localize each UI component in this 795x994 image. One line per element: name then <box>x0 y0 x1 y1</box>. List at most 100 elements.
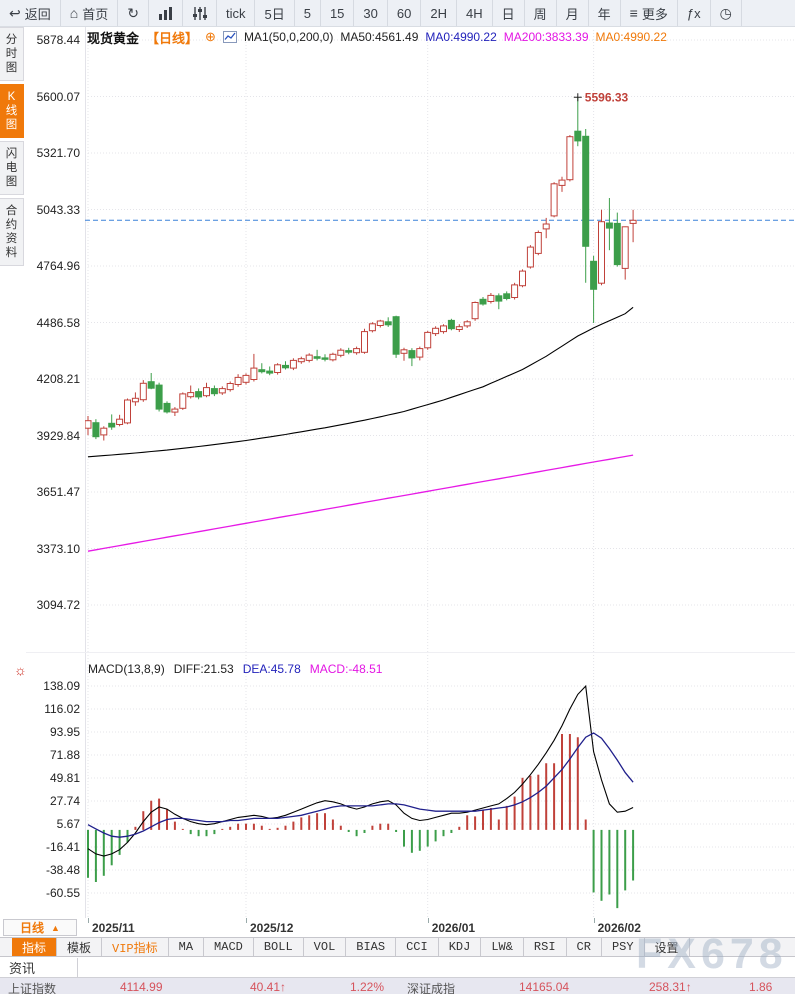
panel-separator <box>26 652 795 653</box>
ticker-1-price: 4114.99 <box>120 980 163 994</box>
y-tick-label: -38.48 <box>45 863 80 877</box>
x-tick <box>593 918 595 923</box>
indicator-tab-3[interactable]: VIP指标 <box>102 938 169 956</box>
ticker-1-change: 40.41↑ <box>250 980 287 994</box>
interval-day-button[interactable]: 日 <box>493 0 525 26</box>
y-tick-label: 5321.70 <box>36 146 80 160</box>
y-tick-label: 3373.10 <box>36 541 80 556</box>
ticker-2-name: 深证成指 <box>407 982 456 994</box>
x-axis-label: 2025/11 <box>92 921 135 935</box>
indicator-tab-13[interactable]: CR <box>567 938 602 956</box>
y-tick-label: 27.74 <box>49 794 80 808</box>
interval-15-button[interactable]: 15 <box>321 0 355 26</box>
x-tick <box>427 918 429 923</box>
back-icon: ↩ <box>9 5 21 21</box>
interval-month-button[interactable]: 月 <box>557 0 589 26</box>
home-icon: ⌂ <box>69 5 79 21</box>
candlestick-icon <box>222 31 237 43</box>
y-tick-label: 5600.07 <box>36 89 80 104</box>
sidebar-item-time-chart[interactable]: 分时图 <box>0 27 24 81</box>
interval-week-button-label: 周 <box>533 6 547 22</box>
interval-5d-button[interactable]: 5日 <box>255 0 295 26</box>
indicator-tab-12[interactable]: RSI <box>524 938 567 956</box>
x-tick <box>246 918 247 923</box>
tab-news[interactable]: 资讯 <box>0 958 78 977</box>
y-tick-label: 49.81 <box>49 771 80 785</box>
period-label: 【日线】 <box>146 30 199 46</box>
clock-button[interactable]: ◷ <box>711 0 742 26</box>
x-tick <box>88 918 89 923</box>
up-arrow-icon: ▲ <box>51 922 60 933</box>
macd-chart[interactable] <box>85 655 795 918</box>
more-button[interactable]: ≡ 更多 <box>621 0 678 26</box>
indicator-tab-4[interactable]: MA <box>169 938 205 956</box>
y-tick-label: -16.41 <box>45 840 80 854</box>
main-chart[interactable]: 5596.33 <box>85 30 795 653</box>
indicator-tab-8[interactable]: BIAS <box>346 938 397 956</box>
clock-icon: ◷ <box>719 5 732 21</box>
interval-week-button[interactable]: 周 <box>525 0 557 26</box>
x-axis-label: 2026/01 <box>431 921 476 935</box>
interval-30-button[interactable]: 30 <box>354 0 388 26</box>
period-selector-label: 日线 <box>20 921 45 935</box>
y-tick-label: 116.02 <box>44 702 80 716</box>
indicator-tab-10[interactable]: KDJ <box>439 938 482 956</box>
fx-button[interactable]: ƒx <box>678 0 711 26</box>
ma-settings: MA1(50,0,200,0) <box>243 30 334 44</box>
indicator-tab-6[interactable]: BOLL <box>254 938 304 956</box>
y-tick-label: -60.55 <box>45 886 80 900</box>
indicator-tab-14[interactable]: PSY <box>602 938 645 956</box>
interval-60-button-label: 60 <box>396 5 412 21</box>
back-button[interactable]: ↩ 返回 <box>0 0 61 26</box>
indicator-tab-1[interactable]: 指标 <box>12 938 58 956</box>
indicator-tab-2[interactable]: 模板 <box>57 938 103 956</box>
interval-year-button[interactable]: 年 <box>589 0 621 26</box>
y-tick-label: 4764.96 <box>36 259 80 273</box>
indicator-tab-9[interactable]: CCI <box>396 938 439 956</box>
indicator-tab-5[interactable]: MACD <box>204 938 254 956</box>
x-axis-label: 2026/02 <box>597 921 641 935</box>
add-overlay-icon[interactable]: ⊕ <box>205 29 216 44</box>
more-button-label: 更多 <box>641 6 668 22</box>
macd-dea-value: DEA:45.78 <box>242 662 301 676</box>
period-selector[interactable]: 日线 ▲ <box>3 919 77 936</box>
indicator-tab-7[interactable]: VOL <box>304 938 347 956</box>
sidebar-item-lightning-chart[interactable]: 闪电图 <box>0 141 24 195</box>
menu-icon: ≡ <box>629 5 638 21</box>
interval-4h-button-label: 4H <box>465 5 483 21</box>
macd-macd-value: MACD:-48.51 <box>309 662 383 676</box>
refresh-button[interactable]: ↻ <box>118 0 149 26</box>
ticker-1-name: 上证指数 <box>8 982 57 994</box>
interval-tick-button[interactable]: tick <box>217 0 256 26</box>
indicator-tab-15[interactable]: 设置 <box>645 938 690 956</box>
interval-60-button[interactable]: 60 <box>388 0 422 26</box>
y-tick-label: 4208.21 <box>36 372 80 386</box>
interval-tick-button-label: tick <box>225 5 246 21</box>
indicator-settings-button[interactable] <box>183 0 217 26</box>
back-button-label: 返回 <box>24 6 51 22</box>
interval-2h-button[interactable]: 2H <box>421 0 457 26</box>
home-button-label: 首页 <box>82 6 109 22</box>
home-button[interactable]: ⌂ 首页 <box>61 0 119 26</box>
axis-border <box>85 27 86 918</box>
interval-15-button-label: 15 <box>329 5 345 21</box>
x-axis-label: 2025/12 <box>250 921 294 935</box>
chart-type-button[interactable] <box>149 0 183 26</box>
indicator-tab-11[interactable]: LW& <box>481 938 524 956</box>
news-tab-label: 资讯 <box>9 961 36 976</box>
y-tick-label: 4486.58 <box>36 315 80 330</box>
interval-2h-button-label: 2H <box>430 5 447 21</box>
interval-5-button[interactable]: 5 <box>295 0 321 26</box>
sidebar-item-contract-info[interactable]: 合约资料 <box>0 198 24 266</box>
indicator-settings-icon[interactable]: ☼ <box>14 662 27 678</box>
interval-4h-button[interactable]: 4H <box>457 0 493 26</box>
macd-formula: MACD(13,8,9) <box>88 662 165 676</box>
y-tick-label: 5043.33 <box>36 202 80 217</box>
ticker-1-pct: 1.22% <box>350 980 385 994</box>
y-tick-label: 3929.84 <box>36 428 80 443</box>
ticker-bar: 上证指数 4114.99 40.41↑ 1.22% 深证成指 14165.04 258.31… <box>0 978 795 994</box>
x-axis: 日线 ▲ 2025/11 2025/12 2026/01 2026/02 <box>0 918 795 937</box>
y-tick-label: 5.67 <box>56 817 80 831</box>
interval-5-button-label: 5 <box>303 5 311 21</box>
